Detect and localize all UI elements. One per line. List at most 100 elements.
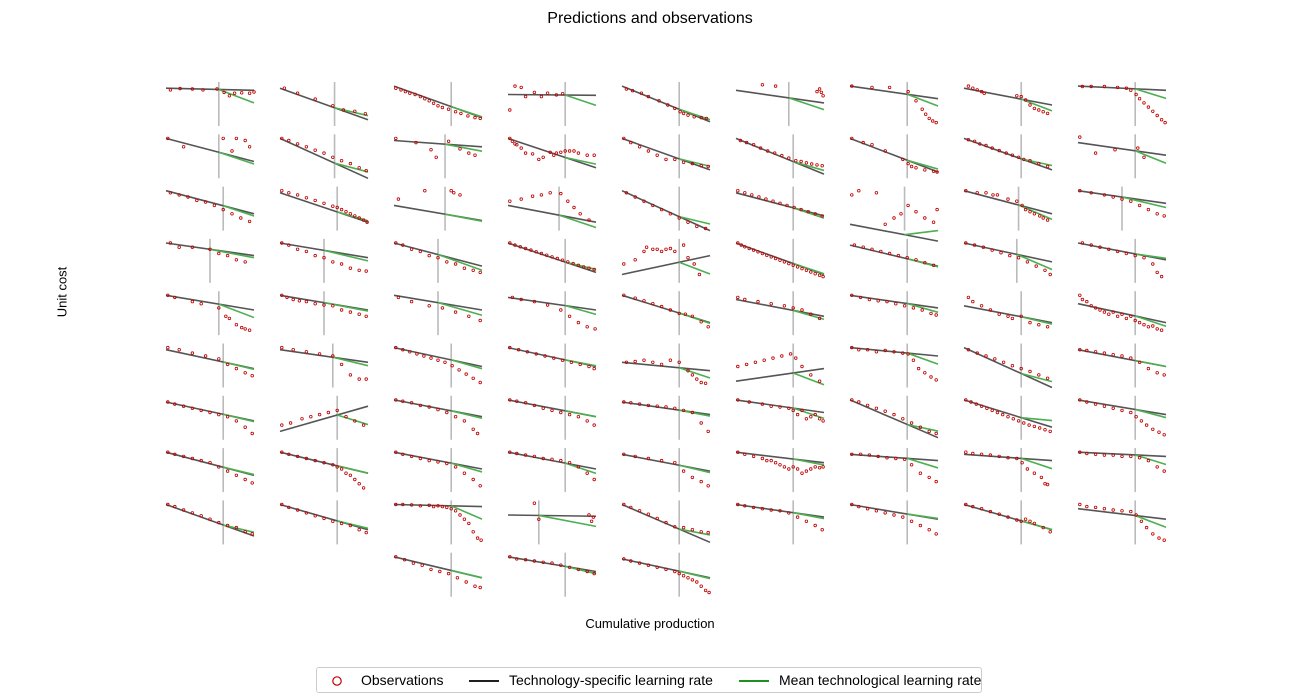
observation-point [1139, 419, 1144, 423]
observation-point [572, 205, 576, 210]
observation-point [243, 530, 247, 534]
observation-point [865, 348, 870, 352]
panel [393, 291, 483, 336]
observation-point [515, 557, 519, 561]
observation-point [850, 452, 854, 456]
observation-point [331, 519, 335, 523]
specific-rate-line [621, 503, 711, 544]
observation-point [629, 505, 633, 510]
observation-point [876, 454, 880, 459]
observation-point [224, 314, 228, 318]
legend-black-line-icon [469, 680, 499, 682]
observation-point [639, 91, 644, 95]
mean-rate-line [444, 143, 483, 152]
observation-point [234, 525, 239, 530]
observation-point [800, 408, 804, 413]
panel [1077, 82, 1167, 126]
observation-point [434, 155, 438, 159]
observation-point [252, 90, 256, 94]
mean-rate-line [1020, 372, 1053, 383]
legend-circle-marker-icon [332, 676, 342, 686]
observation-point [751, 248, 756, 252]
panel [621, 238, 711, 283]
observation-point [576, 151, 581, 155]
observation-point [1020, 203, 1024, 208]
specific-rate-line [1077, 399, 1167, 416]
observation-point [1120, 408, 1124, 413]
observation-point [773, 84, 778, 88]
observation-point [508, 199, 512, 203]
observation-point [464, 372, 468, 376]
observation-point [313, 198, 317, 203]
observation-point [471, 427, 475, 431]
observation-point [458, 193, 462, 197]
observation-point [690, 578, 695, 582]
observation-point [979, 452, 984, 456]
observation-point [817, 316, 822, 321]
panel [279, 186, 369, 231]
observation-point [918, 425, 923, 429]
observation-point [287, 138, 291, 143]
observation-point [234, 366, 239, 371]
observation-point [644, 245, 649, 249]
observation-point [401, 502, 405, 507]
observation-point [990, 146, 994, 150]
observation-point [225, 469, 230, 473]
panel [279, 238, 369, 283]
observation-point [1025, 467, 1030, 471]
observation-point [1159, 274, 1164, 279]
observation-point [537, 517, 541, 521]
specific-rate-line [507, 137, 597, 169]
observation-point [569, 360, 574, 364]
observation-point [429, 567, 433, 572]
observation-point [874, 509, 879, 513]
observation-point [1032, 106, 1037, 111]
observation-point [1137, 360, 1142, 364]
observation-point [1078, 450, 1082, 454]
observation-point [787, 156, 791, 160]
observation-point [1134, 415, 1138, 419]
observation-point [637, 402, 642, 406]
panel [849, 238, 939, 283]
observation-point [964, 241, 968, 245]
observation-point [809, 312, 813, 316]
specific-rate-line [621, 254, 711, 276]
observation-point [478, 116, 482, 121]
observation-point [655, 516, 659, 521]
observation-point [190, 351, 195, 355]
observation-point [706, 429, 710, 434]
observation-point [1159, 117, 1164, 122]
observation-point [1120, 354, 1124, 358]
observation-point [335, 205, 339, 210]
observation-point [422, 354, 426, 358]
observation-point [190, 299, 195, 304]
observation-point [431, 101, 436, 105]
observation-point [800, 266, 804, 271]
observation-point [436, 104, 440, 108]
observation-point [692, 262, 696, 266]
observation-point [1006, 314, 1010, 318]
observation-point [537, 157, 541, 162]
observation-point [1045, 376, 1050, 380]
observation-point [1102, 507, 1107, 511]
panel [393, 552, 483, 597]
panel [621, 552, 711, 597]
observation-point [690, 475, 695, 480]
specific-rate-line [963, 399, 1053, 428]
observation-point [530, 194, 535, 198]
observation-point [225, 523, 230, 528]
observation-point [1120, 454, 1124, 459]
observation-point [285, 295, 289, 300]
observation-point [247, 328, 252, 332]
observation-point [408, 91, 412, 95]
panel [735, 82, 825, 126]
observation-point [221, 136, 225, 141]
observation-point [999, 250, 1003, 255]
panel [165, 82, 256, 126]
observation-point [736, 398, 740, 402]
observation-point [518, 245, 522, 249]
observation-point [1098, 308, 1102, 312]
observation-point [743, 245, 747, 249]
observation-point [677, 216, 681, 220]
mean-rate-line [906, 352, 939, 365]
